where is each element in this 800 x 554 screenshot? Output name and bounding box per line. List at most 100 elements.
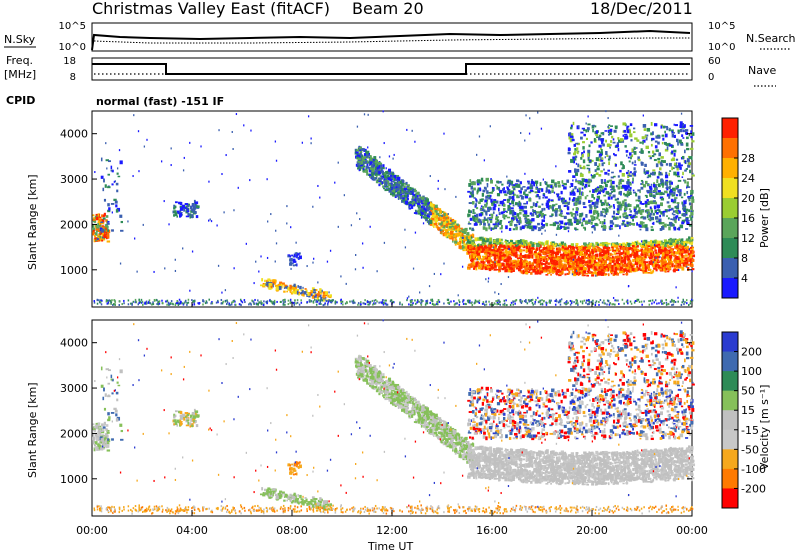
power-echo [388,168,392,173]
power-echo [551,190,554,193]
power-echo [475,237,478,242]
power-echo [572,160,576,164]
power-echo [467,236,471,240]
power-echo [275,286,279,291]
power-echo [105,219,108,222]
power-echo [678,216,682,219]
power-echo [580,156,583,160]
power-echo [632,219,634,222]
power-echo [476,189,479,193]
power-echo [101,214,104,218]
power-echo [674,205,678,209]
power-echo [287,255,290,258]
power-echo [512,265,516,268]
power-echo [626,250,630,255]
power-echo [370,166,373,171]
power-echo [439,214,443,217]
power-echo [539,249,542,253]
power-echo [536,260,540,264]
power-echo [653,259,656,262]
power-echo [570,137,572,141]
power-echo [662,242,666,246]
power-echo [470,183,474,186]
power-echo [467,190,471,193]
power-echo [528,219,533,223]
power-echo [542,252,546,256]
power-echo [545,181,548,185]
power-echo [429,213,433,215]
power-echo [491,204,495,206]
power-echo [541,219,546,222]
power-echo [511,213,514,217]
power-echo [374,170,377,173]
power-echo [607,169,611,172]
power-echo [359,149,363,153]
power-echo [181,204,186,209]
power-echo [590,261,593,266]
power-echo [572,156,576,161]
power-echo [532,242,535,245]
power-echo [600,253,605,257]
power-echo [541,224,546,228]
power-echo [415,197,419,201]
power-echo [591,226,594,229]
power-echo [528,266,531,270]
power-echo [568,270,571,274]
power-echo [596,268,600,272]
power-echo [503,203,506,207]
power-echo [496,242,500,245]
power-echo [578,251,581,255]
power-echo [387,177,391,181]
power-echo [483,222,486,226]
power-echo [619,215,622,219]
power-echo [467,239,470,243]
power-echo [381,175,385,179]
power-echo [537,253,541,256]
power-echo [641,256,643,260]
power-echo [451,229,456,231]
power-echo [633,254,636,259]
power-echo [105,227,108,230]
power-echo [638,223,642,228]
power-echo [633,191,637,194]
power-echo [582,226,586,229]
power-echo [579,252,582,256]
power-echo [633,127,636,130]
power-echo [189,213,191,217]
power-echo [572,263,575,267]
power-echo [372,178,376,181]
power-echo [559,225,562,230]
power-echo [103,231,106,236]
power-echo [673,216,677,220]
power-echo [635,192,638,197]
power-echo [495,254,499,257]
power-echo [468,249,471,254]
power-echo [176,210,180,214]
power-echo [618,243,622,245]
power-echo [583,206,587,209]
power-echo [579,260,583,265]
power-echo [678,218,680,221]
power-echo [518,205,522,209]
power-echo [467,242,471,247]
power-echo [579,181,584,185]
power-echo [535,252,539,255]
power-echo [660,159,663,162]
power-echo [668,254,673,259]
power-echo [624,145,627,148]
power-echo [579,218,582,221]
power-echo [660,191,663,195]
power-echo [658,220,661,223]
power-echo [609,220,614,224]
power-echo [642,249,645,254]
power-echo [690,194,693,197]
power-echo [308,291,312,296]
power-echo [675,211,679,213]
power-echo [513,243,515,246]
power-echo [537,244,541,248]
power-echo [678,139,682,143]
power-echo [585,263,588,267]
power-echo [291,254,294,257]
power-echo [455,230,457,233]
power-echo [482,189,486,193]
